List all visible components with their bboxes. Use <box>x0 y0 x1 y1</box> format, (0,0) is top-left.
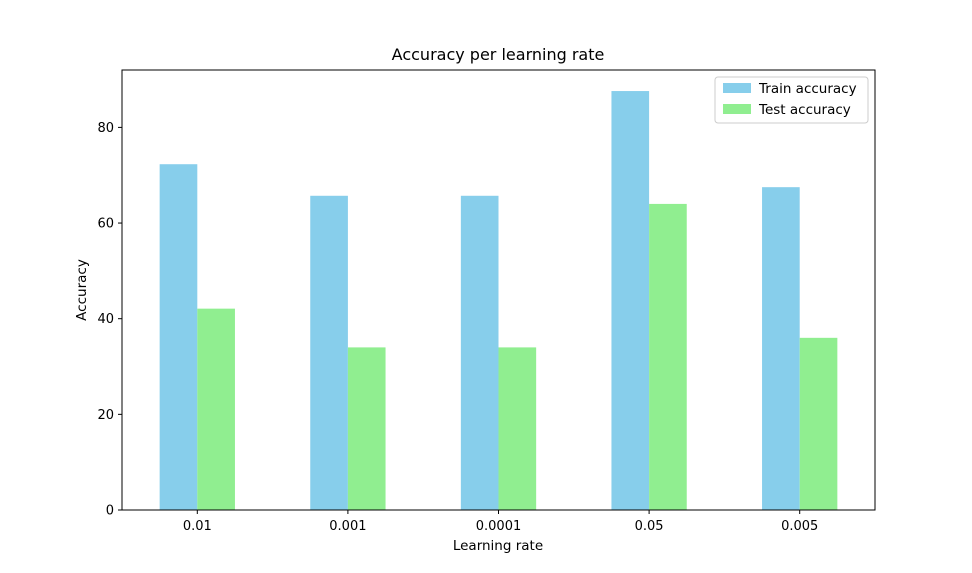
y-tick-label: 80 <box>97 121 114 136</box>
legend-box <box>714 76 869 124</box>
legend: Train accuracy Test accuracy <box>714 76 869 124</box>
bar-test-0 <box>197 308 235 510</box>
chart-title: Accuracy per learning rate <box>392 45 605 64</box>
y-tick-label: 20 <box>97 408 114 423</box>
x-tick-label: 0.01 <box>183 519 212 534</box>
y-axis-label: Accuracy <box>74 259 90 321</box>
y-axis: 0 20 40 60 80 <box>97 121 122 519</box>
bar-test-3 <box>649 203 687 511</box>
bar-train-3 <box>611 91 650 510</box>
x-axis-label: Learning rate <box>453 538 543 554</box>
x-tick-label: 0.05 <box>635 519 664 534</box>
y-tick-label: 0 <box>106 504 114 519</box>
bar-train-1 <box>310 195 348 511</box>
bar-test-2 <box>498 347 537 510</box>
bar-test-4 <box>799 337 838 510</box>
bar-train-2 <box>460 195 499 511</box>
x-axis: 0.01 0.001 0.0001 0.05 0.005 <box>183 510 818 534</box>
legend-swatch-train <box>723 83 751 93</box>
x-tick-label: 0.001 <box>329 519 366 534</box>
x-tick-label: 0.005 <box>781 519 818 534</box>
y-tick-label: 60 <box>97 217 114 232</box>
bar-train-4 <box>762 187 800 510</box>
y-tick-label: 40 <box>97 312 114 327</box>
legend-label-train: Train accuracy <box>758 81 857 97</box>
bar-train-0 <box>159 164 198 510</box>
bars-group <box>159 91 838 511</box>
legend-swatch-test <box>723 104 751 114</box>
bar-test-1 <box>347 347 386 510</box>
legend-label-test: Test accuracy <box>758 102 851 118</box>
x-tick-label: 0.0001 <box>476 519 522 534</box>
